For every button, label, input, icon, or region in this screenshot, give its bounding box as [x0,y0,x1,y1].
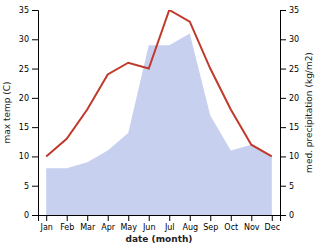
tick: 0 [24,211,38,220]
tick-mark [32,156,38,157]
tick-label: Jan [40,223,53,232]
tick-mark [280,186,286,187]
tick-mark [32,215,38,216]
tick: 0 [280,211,294,220]
tick: 25 [19,65,38,74]
tick-label: 30 [19,35,29,44]
tick: Feb [60,215,74,232]
tick-label: 0 [24,211,29,220]
tick-mark [32,98,38,99]
tick-label: 10 [19,152,29,161]
tick-label: Dec [265,223,280,232]
tick: 30 [19,35,38,44]
tick: 10 [280,152,299,161]
tick-mark [32,69,38,70]
tick-mark [128,215,129,221]
tick: 20 [280,94,299,103]
tick-mark [67,215,68,221]
y2-axis-title: med. precipitation (kg/m2) [304,52,314,173]
tick: 30 [280,35,299,44]
tick: Dec [265,215,280,232]
tick-label: 10 [289,152,299,161]
tick-label: 25 [289,65,299,74]
tick-mark [280,215,286,216]
plot: Jan Feb Mar Apr May Jun Jul Aug Sep Oct Nov Dec 0 5 10… [19,6,299,232]
chart: Jan Feb Mar Apr May Jun Jul Aug Sep Oct Nov Dec 0 5 10… [0,0,318,247]
tick-label: Jun [142,223,156,232]
tick: 20 [19,94,38,103]
tick-mark [210,215,211,221]
tick-label: 5 [289,182,294,191]
tick-label: Oct [224,223,238,232]
tick-label: 35 [19,6,29,15]
tick-label: 20 [19,94,29,103]
tick-label: Feb [60,223,74,232]
tick: 25 [280,65,299,74]
y-axis: 0 5 10 15 20 25 30 35 [19,6,39,220]
tick: Nov [244,215,260,232]
tick: 5 [24,182,38,191]
tick-label: 20 [289,94,299,103]
tick-label: Nov [244,223,260,232]
tick: Jan [40,215,53,232]
line [46,10,272,156]
tick: Jul [164,215,175,232]
tick-label: 5 [24,182,29,191]
y2-axis: 0 5 10 15 20 25 30 35 [280,6,299,220]
tick-mark [280,127,286,128]
tick: Apr [101,215,116,232]
tick-label: Mar [80,223,96,232]
tick: 15 [280,123,299,132]
tick-label: 35 [289,6,299,15]
tick: 5 [280,182,294,191]
axis-line [32,11,39,216]
tick: 35 [19,6,38,15]
tick-mark [272,215,273,221]
tick-mark [32,127,38,128]
x-axis: Jan Feb Mar Apr May Jun Jul Aug Sep Oct Nov Dec [39,215,281,232]
x-axis-title: date (month) [126,234,193,244]
tick: 10 [19,152,38,161]
tick: 35 [280,6,299,15]
tick-label: 0 [289,211,294,220]
tick-label: 25 [19,65,29,74]
tick: Mar [80,215,96,232]
tick-label: Aug [182,223,198,232]
tick-mark [149,215,150,221]
y-axis-title: max temp (C) [2,81,12,143]
tick-label: May [120,223,137,232]
tick-label: Sep [203,223,218,232]
tick-mark [190,215,191,221]
area [46,33,272,215]
tick-label: Apr [101,223,116,232]
tick-mark [280,156,286,157]
tick-mark [108,215,109,221]
tick-mark [251,215,252,221]
tick-mark [280,39,286,40]
tick-label: 30 [289,35,299,44]
tick: May [120,215,137,232]
axis-line [39,216,281,222]
tick: Sep [203,215,218,232]
tick-mark [32,10,38,11]
tick-mark [280,98,286,99]
tick-label: 15 [19,123,29,132]
tick: 15 [19,123,38,132]
tick-label: Jul [164,223,175,232]
tick-mark [280,69,286,70]
tick: Jun [142,215,156,232]
tick-mark [46,215,47,221]
tick-mark [169,215,170,221]
tick-label: 15 [289,123,299,132]
tick-mark [32,39,38,40]
tick-mark [87,215,88,221]
tick-mark [231,215,232,221]
tick-mark [280,10,286,11]
axis-line [281,11,287,216]
tick-mark [32,186,38,187]
tick: Oct [224,215,238,232]
tick: Aug [182,215,198,232]
marks [46,10,272,215]
